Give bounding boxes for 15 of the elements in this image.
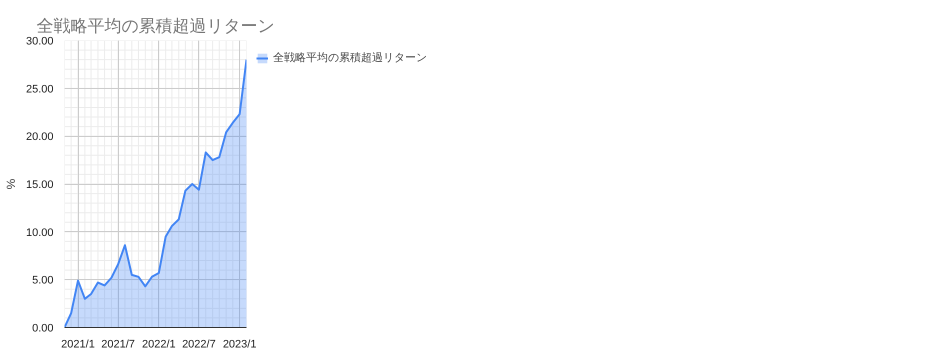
y-tick-label: 20.00 <box>26 131 54 144</box>
x-tick-label: 2022/7 <box>182 338 216 350</box>
chart-title: 全戦略平均の累積超過リターン <box>36 16 274 36</box>
x-tick-label: 2023/1 <box>222 338 256 350</box>
y-tick-label: 15.00 <box>26 179 54 191</box>
x-tick-label: 2021/7 <box>101 338 135 350</box>
y-tick-label: 5.00 <box>32 274 54 287</box>
y-tick-label: 25.00 <box>26 83 54 96</box>
y-tick-label: 10.00 <box>26 226 54 239</box>
y-axis-title: % <box>4 178 18 190</box>
x-tick-label: 2021/1 <box>61 338 95 350</box>
y-tick-label: 30.00 <box>26 36 54 48</box>
x-tick-label: 2022/1 <box>142 338 176 350</box>
y-tick-label: 0.00 <box>32 322 54 334</box>
legend-label: 全戦略平均の累積超過リターン <box>273 51 427 65</box>
